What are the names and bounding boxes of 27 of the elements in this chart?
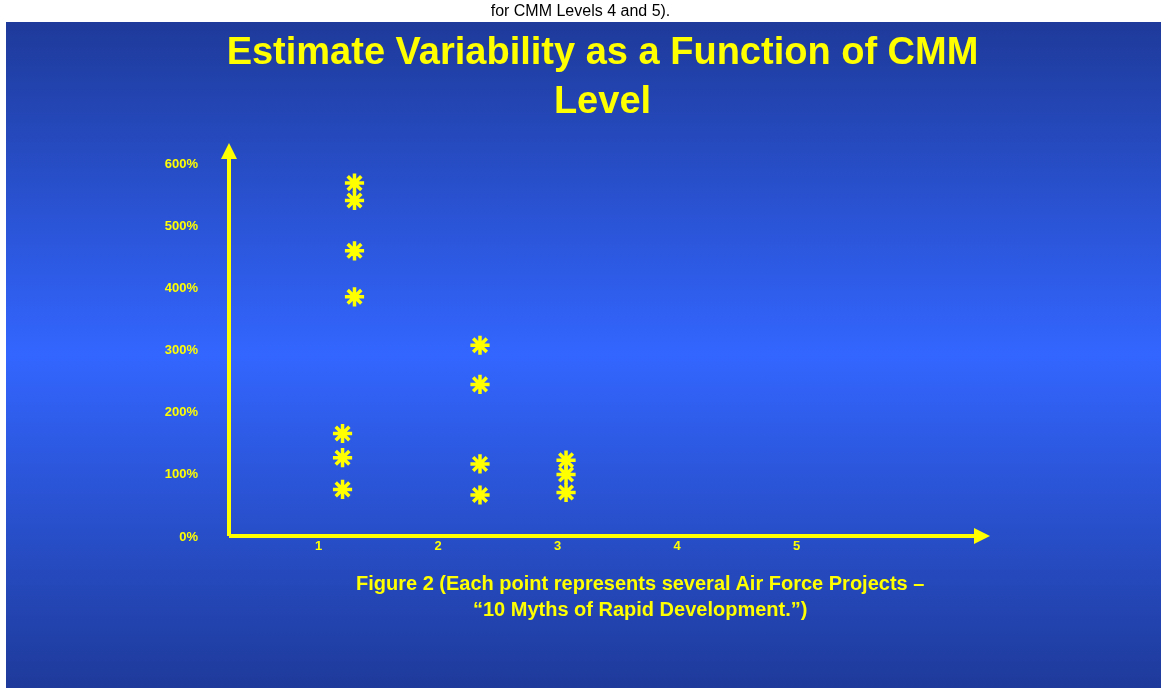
y-tick-label: 300% [164, 342, 199, 358]
x-tick-label: 5 [793, 538, 801, 553]
point [343, 189, 366, 212]
x-tick-label: 2 [434, 538, 442, 553]
point [554, 481, 578, 504]
x-tick-label: 3 [554, 538, 562, 553]
y-tick-label: 500% [164, 217, 199, 233]
caption: Figure 2 (Each point represents several Air Force Projects – “10 Myths of Rapid Development.”) [356, 572, 925, 620]
y-tick-label: 100% [164, 466, 199, 482]
point [331, 446, 354, 470]
y-tick-label: 600% [164, 155, 199, 171]
x-tick-label: 1 [315, 538, 323, 553]
point [331, 422, 354, 445]
point [343, 239, 366, 263]
point [554, 463, 578, 486]
y-tick-label: 400% [164, 280, 199, 296]
point [468, 483, 492, 507]
text: for CMM Levels 4 and 5). [489, 2, 672, 20]
x-tick-label: 4 [673, 538, 682, 553]
point [343, 285, 366, 309]
point [468, 452, 492, 476]
point [468, 333, 492, 357]
y-tick-label: 0% [179, 528, 199, 544]
point [331, 478, 354, 501]
chart-title: Estimate Variability as a Function of CMM Level [226, 30, 979, 122]
y-tick-label: 200% [164, 404, 199, 420]
point [468, 373, 492, 396]
